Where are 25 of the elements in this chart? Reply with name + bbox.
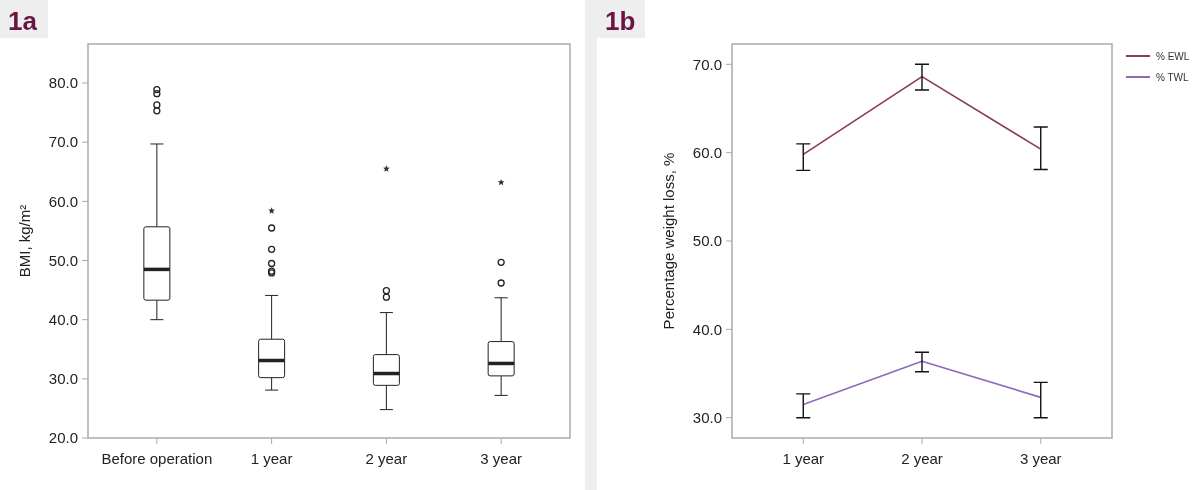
x-tick-label: 1 year: [250, 450, 293, 467]
y-tick-label: 70.0: [692, 55, 722, 73]
y-tick-label: 50.0: [48, 251, 78, 269]
y-tick-label: 30.0: [692, 408, 722, 426]
x-tick-label: 2 year: [365, 450, 408, 467]
y-tick-label: 40.0: [48, 310, 78, 328]
y-tick-label: 30.0: [48, 370, 78, 388]
y-tick-label: 80.0: [48, 74, 78, 92]
y-tick-label: 40.0: [692, 320, 722, 338]
y-tick-label: 70.0: [48, 133, 78, 151]
x-tick-label: 3 year: [1019, 450, 1062, 467]
y-axis-title: Percentage weight loss, %: [660, 152, 677, 330]
x-tick-label: 1 year: [782, 450, 825, 467]
legend-label: % EWL: [1156, 50, 1190, 62]
y-tick-label: 60.0: [48, 192, 78, 210]
x-tick-label: 2 year: [901, 450, 943, 467]
chart-title: 1b: [605, 6, 636, 36]
x-tick-label: Before operation: [101, 450, 213, 467]
y-tick-label: 20.0: [48, 429, 78, 447]
chart-title: 1a: [8, 6, 38, 36]
y-tick-label: 60.0: [692, 143, 722, 161]
y-tick-label: 50.0: [692, 232, 722, 250]
legend-label: % TWL: [1156, 71, 1190, 83]
y-axis-title: BMI, kg/m²: [16, 204, 33, 278]
x-tick-label: 3 year: [480, 450, 522, 467]
